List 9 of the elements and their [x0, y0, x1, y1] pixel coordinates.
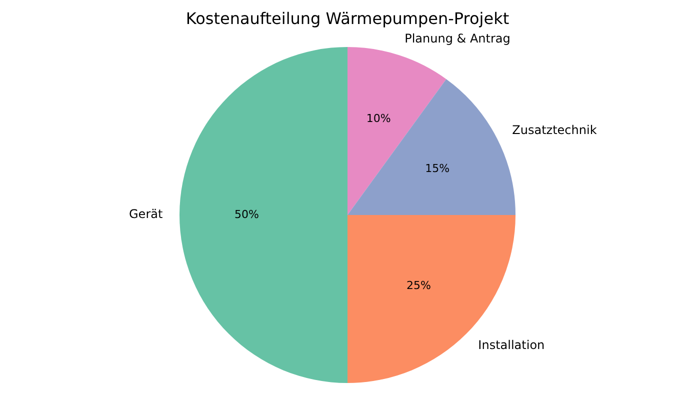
data-label: 15%	[425, 162, 450, 176]
slice-label: Planung & Antrag	[404, 31, 510, 46]
slice-label: Zusatztechnik	[512, 123, 597, 138]
chart-title: Kostenaufteilung Wärmepumpen-Projekt	[186, 9, 510, 28]
data-label: 50%	[234, 208, 259, 221]
data-label: 10%	[366, 112, 391, 125]
data-label: 25%	[406, 279, 432, 292]
slice-label: Installation	[478, 338, 545, 352]
slice-label: Gerät	[129, 207, 163, 222]
